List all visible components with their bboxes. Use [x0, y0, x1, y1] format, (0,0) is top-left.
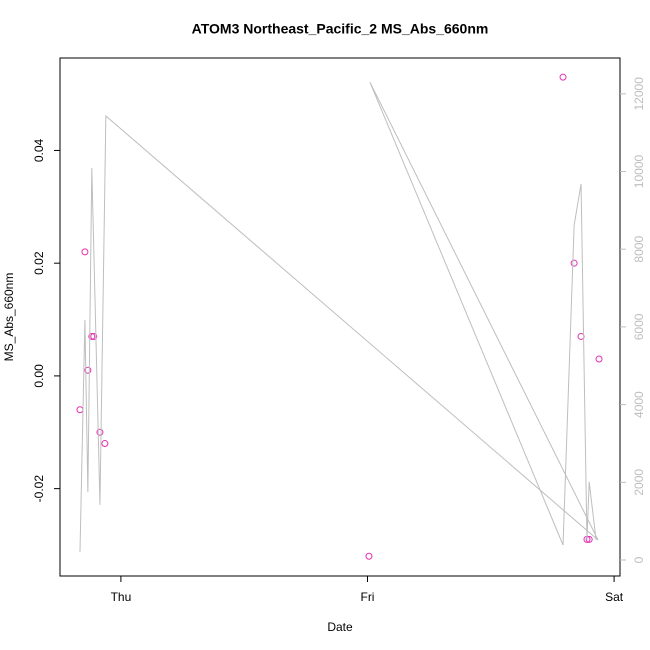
y2-tick-label: 0	[632, 556, 646, 563]
y2-tick-label: 4000	[632, 391, 646, 418]
x-tick-label: Thu	[111, 590, 132, 604]
data-point	[570, 259, 578, 267]
y2-tick-label: 10000	[632, 155, 646, 189]
data-point	[81, 248, 89, 256]
plot-frame	[59, 57, 621, 577]
data-point	[84, 366, 92, 374]
data-point	[559, 73, 567, 81]
data-point	[90, 332, 98, 340]
y2-tick-label: 6000	[632, 313, 646, 340]
y-axis-label: MS_Abs_660nm	[2, 273, 16, 362]
y-tick-label: 0.04	[32, 138, 46, 162]
data-point	[96, 428, 104, 436]
data-point	[88, 332, 96, 340]
x-tick-label: Sat	[605, 590, 624, 604]
x-axis-label: Date	[327, 620, 353, 634]
y2-tick-label: 12000	[632, 77, 646, 111]
y-tick-label: 0.00	[32, 364, 46, 388]
y2-tick-label: 2000	[632, 469, 646, 496]
chart-title: ATOM3 Northeast_Pacific_2 MS_Abs_660nm	[192, 21, 489, 37]
data-line	[79, 81, 599, 553]
data-point	[585, 535, 593, 543]
data-point	[101, 440, 109, 448]
y-tick-label: 0.02	[32, 251, 46, 275]
data-point	[365, 552, 373, 560]
data-point	[595, 355, 603, 363]
y-tick-label: -0.02	[32, 475, 46, 503]
x-tick-label: Fri	[360, 590, 374, 604]
y2-tick-label: 8000	[632, 236, 646, 263]
